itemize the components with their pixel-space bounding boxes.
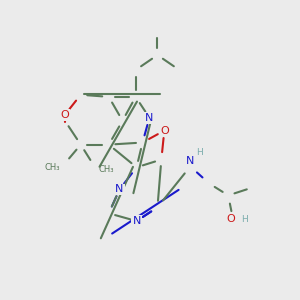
Text: N: N [145, 113, 154, 123]
Text: N: N [132, 216, 141, 226]
Text: H: H [242, 215, 248, 224]
Text: O: O [226, 214, 235, 224]
Text: O: O [61, 110, 69, 120]
Text: CH₃: CH₃ [45, 163, 60, 172]
Text: CH₃: CH₃ [98, 165, 114, 174]
Text: O: O [160, 126, 169, 136]
Text: N: N [116, 184, 124, 194]
Text: H: H [196, 148, 202, 157]
Text: N: N [186, 156, 194, 166]
